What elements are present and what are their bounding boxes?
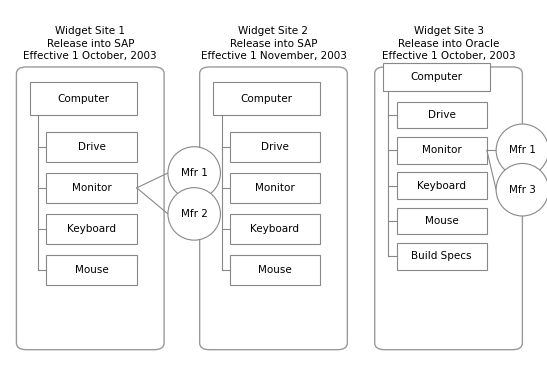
Bar <box>383 63 490 91</box>
Text: Computer: Computer <box>410 72 462 82</box>
Text: Monitor: Monitor <box>422 145 462 155</box>
Bar <box>397 208 487 234</box>
Ellipse shape <box>496 163 547 216</box>
Bar <box>397 137 487 164</box>
Ellipse shape <box>168 187 220 240</box>
Bar <box>46 214 137 244</box>
Text: Computer: Computer <box>57 94 109 103</box>
Text: Mfr 3: Mfr 3 <box>509 185 536 195</box>
Text: Mouse: Mouse <box>258 265 292 275</box>
Text: Keyboard: Keyboard <box>251 224 299 234</box>
Text: Drive: Drive <box>78 142 106 152</box>
Bar <box>30 82 137 115</box>
FancyBboxPatch shape <box>375 67 522 350</box>
Bar <box>230 214 320 244</box>
Text: Widget Site 2
Release into SAP
Effective 1 November, 2003: Widget Site 2 Release into SAP Effective… <box>201 26 346 61</box>
Text: Mouse: Mouse <box>75 265 108 275</box>
Bar <box>46 132 137 162</box>
Text: Widget Site 1
Release into SAP
Effective 1 October, 2003: Widget Site 1 Release into SAP Effective… <box>24 26 157 61</box>
Bar <box>230 255 320 285</box>
Text: Monitor: Monitor <box>72 183 112 193</box>
Text: Computer: Computer <box>241 94 293 103</box>
Bar <box>230 132 320 162</box>
Text: Mfr 2: Mfr 2 <box>181 209 208 219</box>
FancyBboxPatch shape <box>16 67 164 350</box>
Bar <box>230 173 320 203</box>
Text: Mfr 1: Mfr 1 <box>509 145 536 155</box>
Text: Keyboard: Keyboard <box>67 224 116 234</box>
Bar <box>397 243 487 270</box>
Text: Monitor: Monitor <box>255 183 295 193</box>
Text: Keyboard: Keyboard <box>417 181 466 190</box>
Text: Mfr 1: Mfr 1 <box>181 168 208 178</box>
FancyBboxPatch shape <box>200 67 347 350</box>
Ellipse shape <box>168 147 220 199</box>
Bar <box>213 82 320 115</box>
Text: Widget Site 3
Release into Oracle
Effective 1 October, 2003: Widget Site 3 Release into Oracle Effect… <box>382 26 515 61</box>
Ellipse shape <box>496 124 547 177</box>
Text: Drive: Drive <box>261 142 289 152</box>
Bar <box>397 102 487 128</box>
Bar <box>46 173 137 203</box>
Text: Drive: Drive <box>428 110 456 120</box>
Text: Mouse: Mouse <box>425 216 458 226</box>
Bar <box>46 255 137 285</box>
Text: Build Specs: Build Specs <box>411 251 472 261</box>
Bar <box>397 172 487 199</box>
